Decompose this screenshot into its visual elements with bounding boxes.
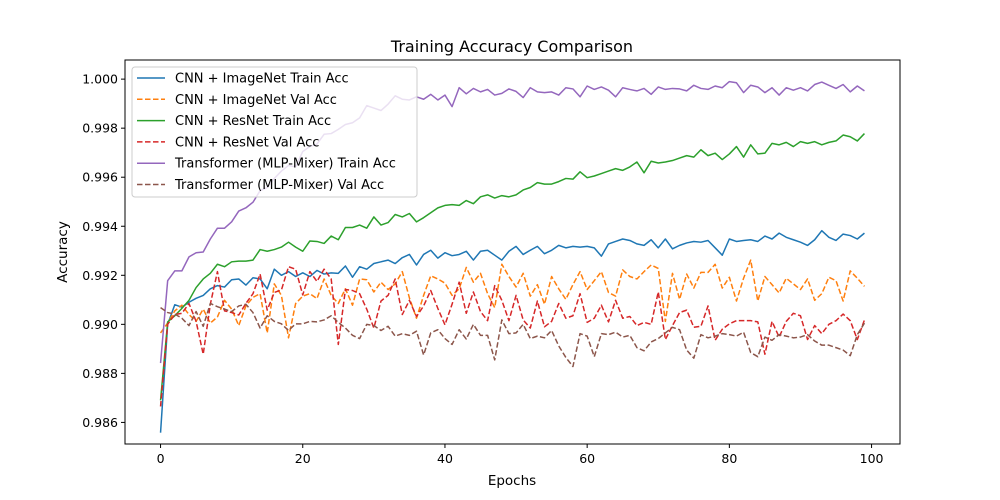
legend-label: CNN + ResNet Train Acc [175,114,331,129]
x-tick-label: 100 [860,451,884,466]
legend-label: CNN + ImageNet Val Acc [175,93,337,108]
y-tick-label: 0.990 [82,317,118,332]
x-axis-label: Epochs [488,473,536,489]
x-tick-label: 80 [721,451,737,466]
legend-label: Transformer (MLP-Mixer) Train Acc [174,157,396,172]
series-line-1 [159,259,866,339]
y-axis-label: Accuracy [55,221,71,283]
y-tick-label: 0.996 [82,170,118,185]
y-tick-label: 0.986 [82,415,118,430]
x-tick-label: 20 [295,451,311,466]
legend-label: Transformer (MLP-Mixer) Val Acc [174,178,384,193]
y-tick-label: 0.998 [82,121,118,136]
series-line-3 [159,265,866,407]
y-tick-label: 0.994 [82,219,118,234]
y-tick-label: 1.000 [82,72,118,87]
x-tick-label: 0 [157,451,165,466]
series-line-0 [159,229,865,433]
y-tick-label: 0.988 [82,366,118,381]
series-line-2 [159,133,865,401]
x-tick-label: 60 [579,451,595,466]
series-line-5 [160,302,866,368]
plot-frame [124,59,901,445]
legend-label: CNN + ResNet Val Acc [175,135,319,150]
x-axis: 0 20 40 60 80 100 [157,444,884,466]
chart-title: Training Accuracy Comparison [390,37,633,56]
legend: CNN + ImageNet Train Acc CNN + ImageNet V… [131,66,418,198]
y-axis: 0.986 0.988 0.990 0.992 0.994 0.996 0.998 1.000 [82,72,125,430]
y-tick-label: 0.992 [82,268,118,283]
legend-label: CNN + ImageNet Train Acc [175,72,349,87]
x-tick-label: 40 [437,451,453,466]
legend-box [131,66,418,198]
